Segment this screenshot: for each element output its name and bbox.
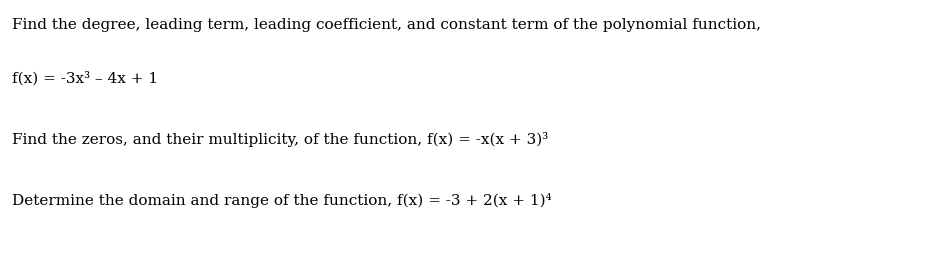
Text: Determine the domain and range of the function, f(x) = -3 + 2(x + 1)⁴: Determine the domain and range of the fu… xyxy=(12,193,553,208)
Text: Find the degree, leading term, leading coefficient, and constant term of the pol: Find the degree, leading term, leading c… xyxy=(12,18,762,32)
Text: Find the zeros, and their multiplicity, of the function, f(x) = -x(x + 3)³: Find the zeros, and their multiplicity, … xyxy=(12,132,549,147)
Text: f(x) = -3x³ – 4x + 1: f(x) = -3x³ – 4x + 1 xyxy=(12,71,159,85)
